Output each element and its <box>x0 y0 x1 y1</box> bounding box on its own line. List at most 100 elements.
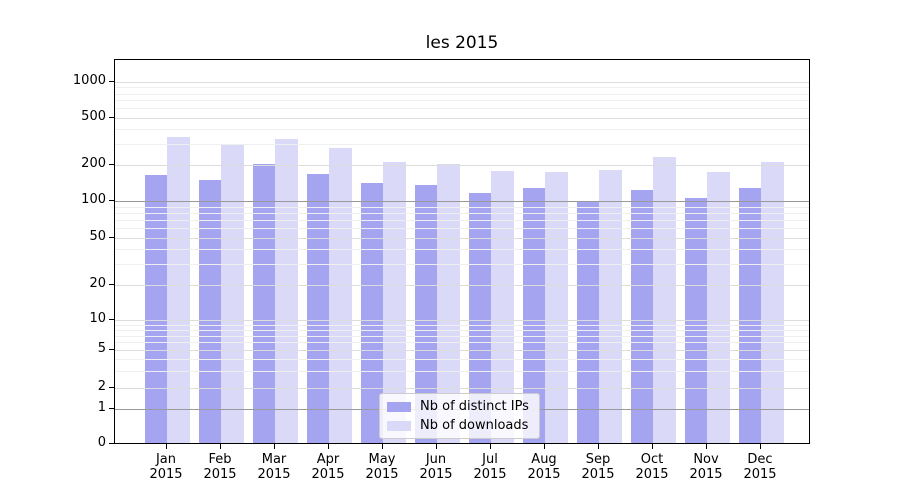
x-tick-label-aug: Aug 2015 <box>527 452 561 482</box>
y-tick-label: 20 <box>89 276 106 291</box>
bar-downloads-may <box>383 162 406 443</box>
x-tick-mark <box>652 444 653 449</box>
gridline-minor <box>115 144 809 146</box>
bar-downloads-aug <box>545 172 568 443</box>
gridline-minor <box>115 87 809 89</box>
plot-area <box>114 59 810 444</box>
gridline-2 <box>115 387 809 389</box>
legend-entry-distinct-ips: Nb of distinct IPs <box>387 399 529 414</box>
y-tick-mark <box>109 164 114 166</box>
bar-distinct-ips-mar <box>252 164 275 443</box>
gridline-10 <box>115 320 809 322</box>
gridline-minor <box>115 228 809 230</box>
y-tick-mark <box>109 81 114 82</box>
x-tick-mark <box>598 444 599 449</box>
gridline-minor <box>115 335 809 337</box>
gridline-200 <box>115 165 809 167</box>
bar-downloads-dec <box>761 162 784 443</box>
y-tick-mark <box>109 407 114 409</box>
bar-downloads-sep <box>599 169 622 443</box>
x-tick-label-oct: Oct 2015 <box>635 452 669 482</box>
gridline-minor <box>115 93 809 95</box>
y-tick-label: 2 <box>97 378 106 394</box>
bar-distinct-ips-feb <box>198 180 221 443</box>
x-tick-label-jan: Jan 2015 <box>149 452 183 482</box>
y-tick-mark <box>109 443 114 444</box>
gridline-minor <box>115 100 809 102</box>
x-tick-label-dec: Dec 2015 <box>743 452 777 482</box>
bar-distinct-ips-jul <box>468 192 491 443</box>
x-tick-mark <box>166 444 167 449</box>
y-tick-mark <box>109 236 114 238</box>
gridline-minor <box>115 213 809 215</box>
x-tick-mark <box>544 444 545 449</box>
bar-downloads-oct <box>653 156 676 443</box>
bar-distinct-ips-oct <box>630 189 653 443</box>
legend-swatch-downloads <box>387 420 411 431</box>
bar-distinct-ips-may <box>360 182 383 443</box>
x-tick-mark <box>436 444 437 449</box>
x-tick-mark <box>706 444 707 449</box>
bar-distinct-ips-jan <box>144 175 167 443</box>
x-tick-label-jun: Jun 2015 <box>419 452 453 482</box>
gridline-minor <box>115 129 809 131</box>
y-tick-label: 0 <box>97 435 106 450</box>
gridline-minor <box>115 324 809 326</box>
legend-label-downloads: Nb of downloads <box>420 418 529 433</box>
x-tick-label-jul: Jul 2015 <box>473 452 507 482</box>
bar-downloads-jun <box>437 164 460 443</box>
x-tick-label-mar: Mar 2015 <box>257 452 291 482</box>
y-tick-mark <box>109 116 114 118</box>
y-tick-label: 1 <box>97 399 106 415</box>
gridline-minor <box>115 249 809 251</box>
bar-downloads-jan <box>167 137 190 443</box>
y-tick-label: 100 <box>81 192 106 208</box>
chart-title: les 2015 <box>425 33 499 53</box>
y-tick-label: 500 <box>81 108 106 124</box>
gridline-500 <box>115 117 809 119</box>
legend-swatch-distinct-ips <box>387 401 411 412</box>
gridline-100 <box>115 201 809 203</box>
gridline-minor <box>115 342 809 344</box>
y-tick-mark <box>109 319 114 321</box>
y-tick-label: 5 <box>97 341 106 356</box>
legend: Nb of distinct IPs Nb of downloads <box>379 393 540 439</box>
gridline-minor <box>115 264 809 266</box>
bar-distinct-ips-apr <box>306 173 329 443</box>
gridline-minor <box>115 329 809 331</box>
bar-distinct-ips-sep <box>576 201 599 443</box>
bar-downloads-apr <box>329 147 352 443</box>
x-tick-mark <box>760 444 761 449</box>
bar-downloads-nov <box>707 171 730 443</box>
gridline-minor <box>115 108 809 110</box>
x-tick-label-apr: Apr 2015 <box>311 452 345 482</box>
bar-distinct-ips-dec <box>738 188 761 443</box>
gridline-minor <box>115 359 809 361</box>
bar-distinct-ips-aug <box>522 188 545 443</box>
bar-downloads-mar <box>275 138 298 443</box>
y-tick-label: 10 <box>89 311 106 327</box>
x-tick-mark <box>382 444 383 449</box>
gridline-minor <box>115 206 809 208</box>
legend-entry-downloads: Nb of downloads <box>387 418 529 433</box>
gridline-minor <box>115 220 809 222</box>
x-tick-label-nov: Nov 2015 <box>689 452 723 482</box>
bar-downloads-feb <box>221 145 244 443</box>
x-tick-label-may: May 2015 <box>365 452 399 482</box>
y-tick-label: 200 <box>81 156 106 172</box>
y-tick-mark <box>109 386 114 388</box>
y-tick-mark <box>109 284 114 285</box>
y-tick-mark <box>109 349 114 350</box>
x-tick-mark <box>490 444 491 449</box>
y-tick-label: 50 <box>89 228 106 244</box>
bar-downloads-jul <box>491 170 514 443</box>
x-tick-mark <box>328 444 329 449</box>
x-tick-mark <box>274 444 275 449</box>
gridline-1000 <box>115 82 809 83</box>
gridline-50 <box>115 237 809 239</box>
gridline-20 <box>115 285 809 286</box>
x-tick-mark <box>220 444 221 449</box>
y-tick-label: 1000 <box>72 73 106 88</box>
y-tick-mark <box>109 200 114 202</box>
